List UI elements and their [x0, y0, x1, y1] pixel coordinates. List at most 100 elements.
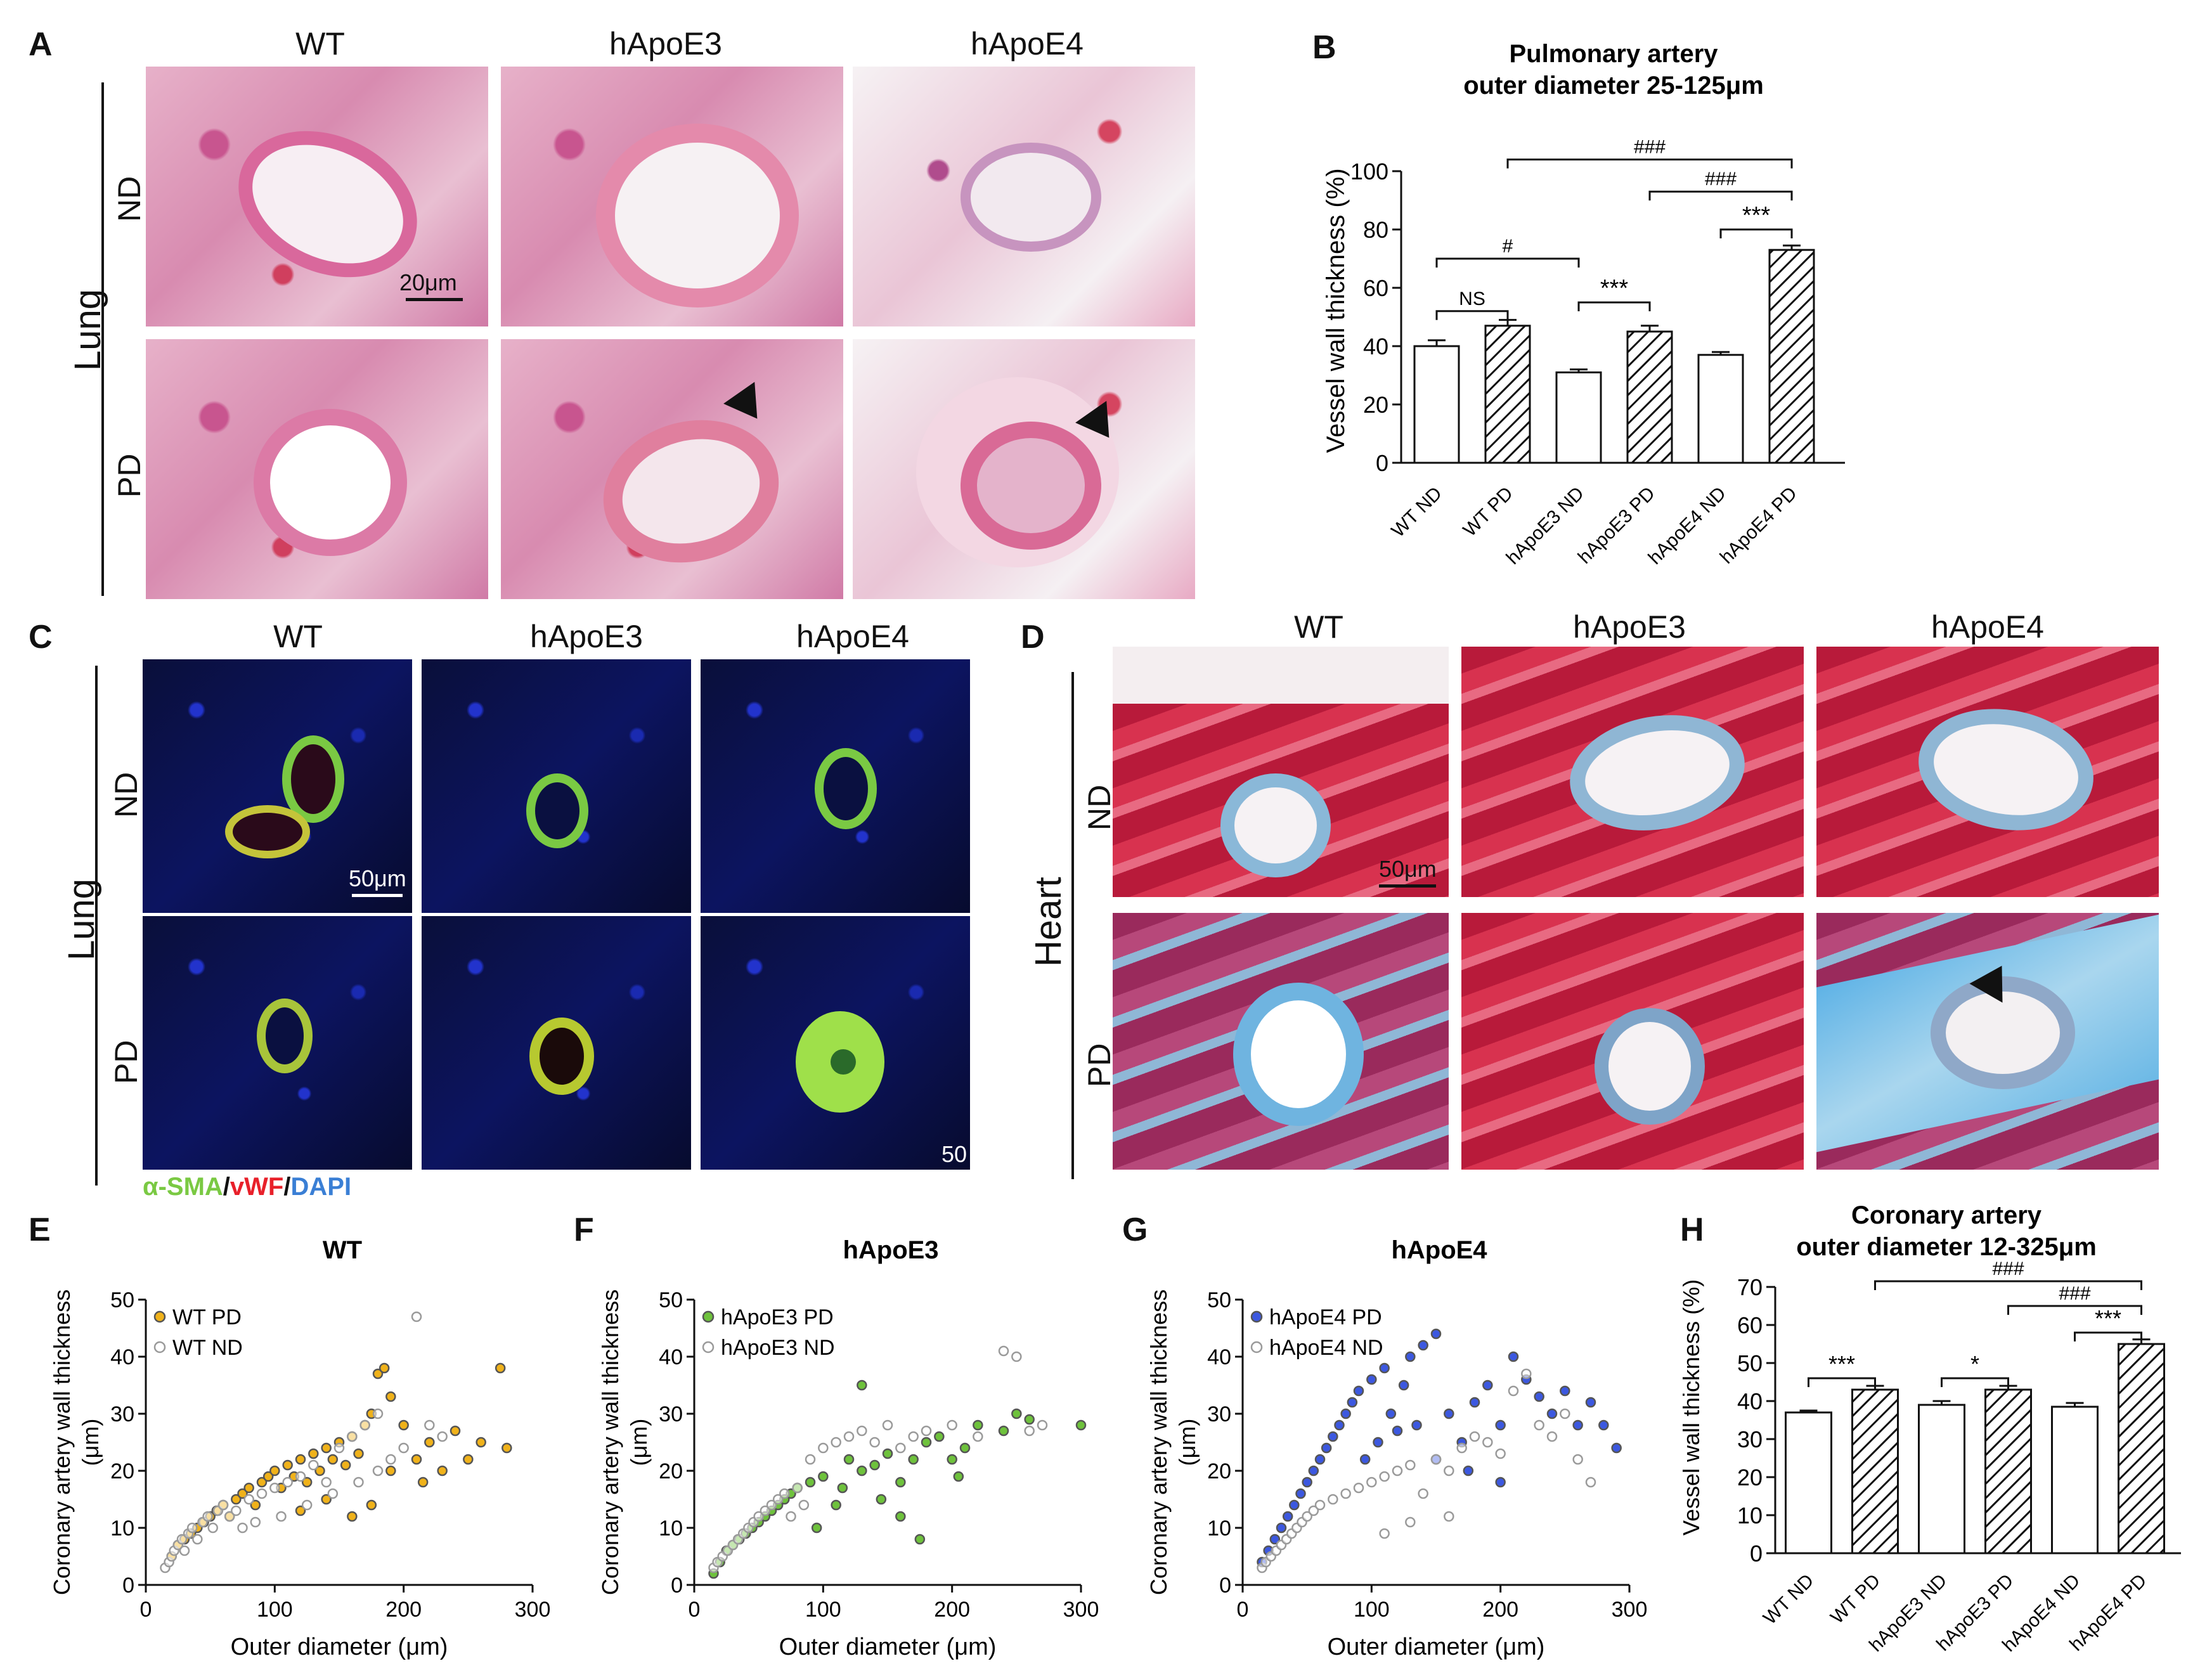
data-point — [202, 1511, 213, 1522]
data-point — [231, 1494, 242, 1505]
data-point — [1546, 1431, 1558, 1442]
chart-title: hApoE4 — [1391, 1236, 1487, 1264]
data-point — [1456, 1442, 1467, 1454]
data-point — [207, 1522, 218, 1534]
data-point — [1366, 1476, 1377, 1488]
data-point — [1469, 1431, 1480, 1442]
bar — [1918, 1404, 1965, 1554]
data-point — [921, 1425, 932, 1437]
x-tick-label: 0 — [1237, 1598, 1249, 1622]
panel-a-bracket — [101, 82, 104, 596]
data-point — [1373, 1437, 1383, 1448]
data-point — [237, 1522, 248, 1534]
data-point — [308, 1448, 319, 1459]
y-tick-label: 50 — [659, 1288, 683, 1312]
data-point — [243, 1494, 254, 1505]
data-point — [934, 1431, 945, 1442]
data-point — [998, 1345, 1009, 1357]
data-point — [398, 1419, 409, 1431]
x-tick-label: WT PD — [1459, 483, 1517, 541]
data-point — [347, 1511, 358, 1522]
panel-c-letter: C — [29, 619, 53, 656]
bar — [1851, 1388, 1899, 1554]
y-tick-label: 10 — [1207, 1516, 1231, 1541]
data-point — [1347, 1397, 1358, 1408]
panel-a-col-wt: WT — [295, 26, 345, 61]
data-point — [347, 1431, 358, 1442]
panel-a-image-wt-pd — [146, 339, 488, 599]
panel-d-col-wt: WT — [1294, 609, 1343, 645]
data-point — [1334, 1419, 1345, 1431]
legend-marker — [702, 1310, 715, 1323]
data-point — [914, 1534, 926, 1545]
data-point — [176, 1534, 188, 1545]
bar — [1555, 371, 1602, 464]
data-point — [411, 1454, 422, 1465]
data-point — [1598, 1419, 1609, 1431]
x-tick-label: WT ND — [1759, 1570, 1818, 1629]
data-point — [398, 1442, 409, 1454]
data-point — [1314, 1454, 1326, 1465]
data-point — [959, 1442, 971, 1454]
significance-bracket — [1874, 1280, 2142, 1290]
data-point — [333, 1442, 345, 1454]
panel-c-image-wt-nd: 50μm — [143, 659, 412, 913]
panel-h-ylabel: Vessel wall thickness (%) — [1678, 1279, 1704, 1535]
y-tick-label: 20 — [1207, 1459, 1231, 1483]
data-point — [301, 1499, 313, 1511]
panel-e-chart: WT Coronary artery wall thickness (μm) Oute… — [49, 1236, 550, 1660]
data-point — [314, 1465, 325, 1476]
y-axis-label-unit: (μm) — [1174, 1419, 1200, 1466]
data-point — [869, 1459, 880, 1471]
legend-marker — [1250, 1310, 1263, 1323]
chart-title: WT — [323, 1236, 362, 1264]
data-point — [869, 1437, 880, 1448]
x-tick-label: 300 — [1612, 1598, 1648, 1622]
y-tick-label: 20 — [1737, 1464, 1763, 1490]
y-tick-label: 0 — [1376, 450, 1388, 476]
data-point — [1572, 1419, 1583, 1431]
data-point — [1521, 1368, 1532, 1380]
panel-a-row-pd: PD — [112, 453, 147, 498]
data-point — [1024, 1425, 1035, 1437]
data-point — [1328, 1431, 1338, 1442]
panel-c-col-hapoe3: hApoE3 — [530, 619, 643, 654]
panel-c-bracket — [95, 666, 98, 1186]
y-tick-label: 30 — [1207, 1402, 1231, 1426]
y-tick-label: 60 — [1737, 1312, 1763, 1338]
data-point — [1508, 1351, 1519, 1362]
panel-d-image-hapoe3-nd — [1461, 647, 1804, 897]
data-point — [269, 1482, 280, 1494]
data-point — [1392, 1425, 1403, 1437]
data-point — [1411, 1419, 1422, 1431]
data-point — [282, 1459, 293, 1471]
data-point — [953, 1471, 964, 1482]
data-point — [1405, 1459, 1416, 1471]
data-point — [379, 1362, 390, 1374]
significance-bracket — [1808, 1377, 1876, 1387]
data-point — [250, 1516, 261, 1528]
data-point — [1444, 1408, 1454, 1419]
data-point — [282, 1476, 293, 1488]
legend-sep1: / — [223, 1173, 230, 1201]
panel-c-image-wt-pd — [143, 916, 412, 1170]
panel-d-col-hapoe4: hApoE4 — [1931, 609, 2044, 645]
panel-e-letter: E — [29, 1212, 51, 1248]
panel-a-col-hapoe3: hApoE3 — [609, 26, 722, 61]
panel-d-image-wt-pd — [1113, 913, 1449, 1170]
panel-d-image-hapoe3-pd — [1461, 913, 1804, 1170]
data-point — [308, 1459, 319, 1471]
data-point — [831, 1499, 841, 1511]
data-point — [1379, 1471, 1390, 1482]
panel-b-title-2: outer diameter 25-125μm — [1463, 72, 1764, 100]
data-point — [1546, 1408, 1558, 1419]
panel-d-scale: 50μm — [1379, 856, 1437, 882]
data-point — [1572, 1454, 1583, 1465]
x-tick-label: WT ND — [1387, 483, 1446, 541]
panel-a-image-hapoe4-pd — [853, 339, 1195, 599]
data-point — [256, 1488, 268, 1499]
data-point — [192, 1534, 203, 1545]
data-point — [1289, 1499, 1300, 1511]
significance-label: *** — [1828, 1351, 1855, 1377]
significance-label: # — [1503, 236, 1513, 257]
